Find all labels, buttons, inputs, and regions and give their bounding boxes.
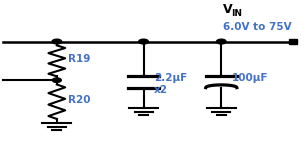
Circle shape (52, 39, 62, 44)
Text: IN: IN (231, 9, 242, 18)
Text: 2.2μF: 2.2μF (154, 73, 187, 83)
Bar (289, 39, 297, 44)
Text: x2: x2 (154, 85, 168, 95)
Text: 6.0V to 75V: 6.0V to 75V (223, 22, 291, 32)
Text: R20: R20 (68, 95, 91, 105)
Text: R19: R19 (68, 54, 91, 64)
Circle shape (216, 39, 226, 44)
Circle shape (52, 78, 61, 82)
Text: 100μF: 100μF (232, 73, 268, 83)
Text: V: V (223, 3, 232, 16)
Circle shape (139, 39, 148, 44)
